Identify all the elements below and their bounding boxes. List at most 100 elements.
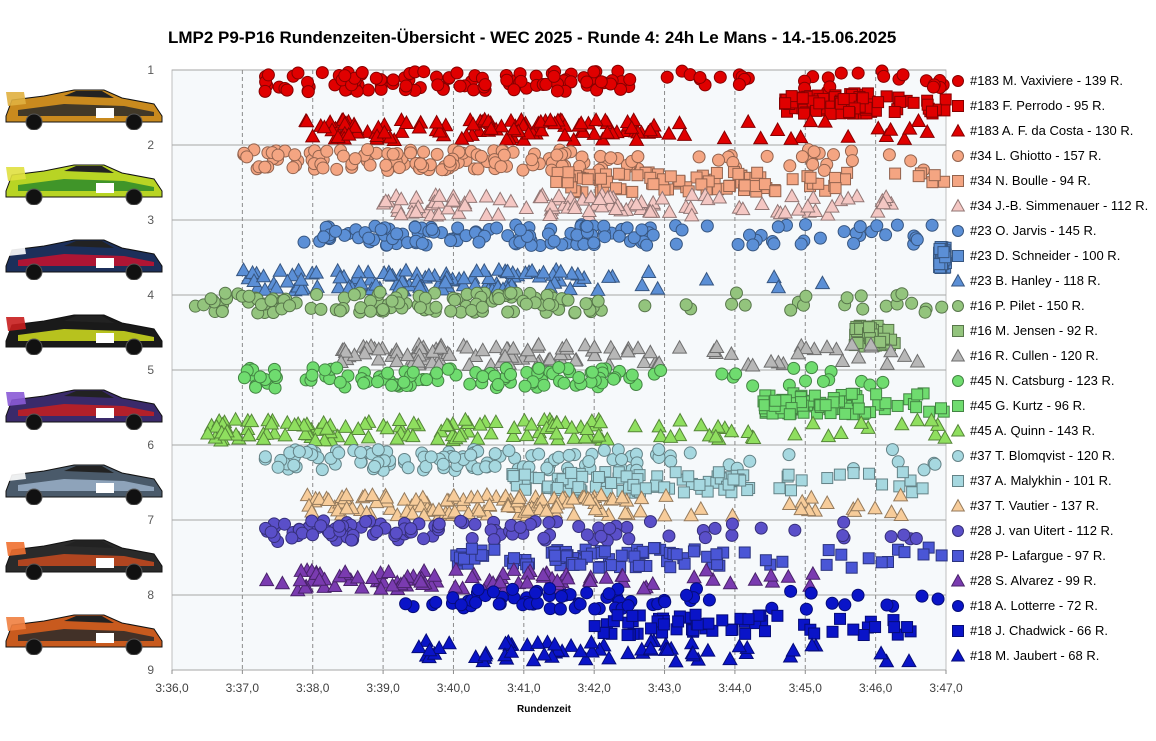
data-point <box>895 287 909 301</box>
data-point <box>310 288 324 302</box>
car-number-panel <box>96 408 114 418</box>
data-point <box>475 549 488 562</box>
data-point <box>671 427 688 442</box>
data-point <box>758 625 771 638</box>
data-point <box>752 130 769 145</box>
data-point <box>333 375 347 389</box>
data-point <box>770 279 787 294</box>
data-point <box>370 351 387 366</box>
data-point <box>843 105 856 118</box>
data-point <box>271 148 285 162</box>
data-point <box>217 426 233 441</box>
data-point <box>950 498 966 512</box>
data-point <box>952 74 964 87</box>
legend-marker-icon <box>952 549 964 562</box>
data-point <box>582 455 596 469</box>
data-point <box>833 468 846 481</box>
data-point <box>627 231 641 245</box>
data-point <box>847 467 860 480</box>
data-point <box>644 575 661 590</box>
data-point <box>287 458 301 472</box>
data-point <box>410 353 426 368</box>
data-point <box>511 489 527 504</box>
legend-marker-icon <box>952 524 964 537</box>
data-point <box>547 234 561 248</box>
data-point <box>952 624 964 637</box>
data-point <box>498 131 515 146</box>
data-point <box>542 297 556 311</box>
x-tick-label: 3:45,0 <box>789 681 823 695</box>
legend-label: #45 N. Catsburg - 123 R. <box>970 373 1115 388</box>
data-point <box>394 123 410 138</box>
data-point <box>594 198 610 213</box>
car-cockpit <box>64 616 114 623</box>
data-point <box>918 305 932 319</box>
data-point <box>632 559 645 572</box>
data-point <box>896 130 913 145</box>
data-point <box>563 419 580 434</box>
data-point <box>519 574 535 589</box>
y-tick-label: 8 <box>147 588 154 602</box>
data-point <box>255 268 272 283</box>
data-point <box>910 401 923 414</box>
x-tick-label: 3:42,0 <box>577 681 611 695</box>
car-number-panel <box>96 333 114 343</box>
data-point <box>779 97 792 110</box>
data-point <box>725 528 739 542</box>
data-point <box>424 450 438 464</box>
data-point <box>769 185 782 198</box>
data-point <box>952 399 964 412</box>
data-point <box>891 399 904 412</box>
data-point <box>406 415 422 430</box>
data-point <box>763 353 779 368</box>
data-point <box>781 496 798 510</box>
data-point <box>664 561 677 574</box>
data-point <box>870 120 886 135</box>
data-point <box>440 200 456 215</box>
data-point <box>876 478 889 491</box>
y-tick-label: 4 <box>147 288 154 302</box>
car-livery-image <box>5 614 163 655</box>
data-point <box>386 147 400 161</box>
data-point <box>581 203 597 217</box>
data-point <box>588 112 604 127</box>
data-point <box>952 449 964 462</box>
data-point <box>642 344 659 359</box>
data-point <box>417 65 431 79</box>
data-point <box>426 567 443 582</box>
data-point <box>620 645 636 660</box>
legend-item: #183 A. F. da Costa - 130 R. <box>950 118 1154 143</box>
series-4 <box>550 166 951 199</box>
data-point <box>792 129 809 144</box>
data-point <box>606 345 623 360</box>
car-cockpit <box>64 166 114 173</box>
data-point <box>745 430 762 444</box>
data-point <box>822 544 835 557</box>
data-point <box>805 361 819 375</box>
legend-marker-icon <box>952 374 964 387</box>
data-point <box>763 567 779 582</box>
data-point <box>630 340 646 355</box>
data-point <box>769 394 782 407</box>
data-point <box>705 571 721 586</box>
data-point <box>636 354 652 369</box>
data-point <box>554 589 568 603</box>
data-point <box>799 218 813 232</box>
data-point <box>399 79 413 93</box>
data-point <box>240 427 257 442</box>
data-point <box>472 416 488 431</box>
data-point <box>710 548 723 561</box>
legend-label: #23 B. Hanley - 118 R. <box>970 273 1101 288</box>
data-point <box>533 189 549 204</box>
data-point <box>338 487 355 502</box>
data-point <box>405 428 421 443</box>
data-point <box>494 160 508 174</box>
data-point <box>528 586 542 600</box>
data-point <box>729 286 743 300</box>
data-point <box>447 503 463 518</box>
data-point <box>492 191 508 206</box>
data-point <box>654 364 668 378</box>
data-point <box>794 237 808 251</box>
data-point <box>661 203 678 218</box>
data-point <box>683 507 699 522</box>
